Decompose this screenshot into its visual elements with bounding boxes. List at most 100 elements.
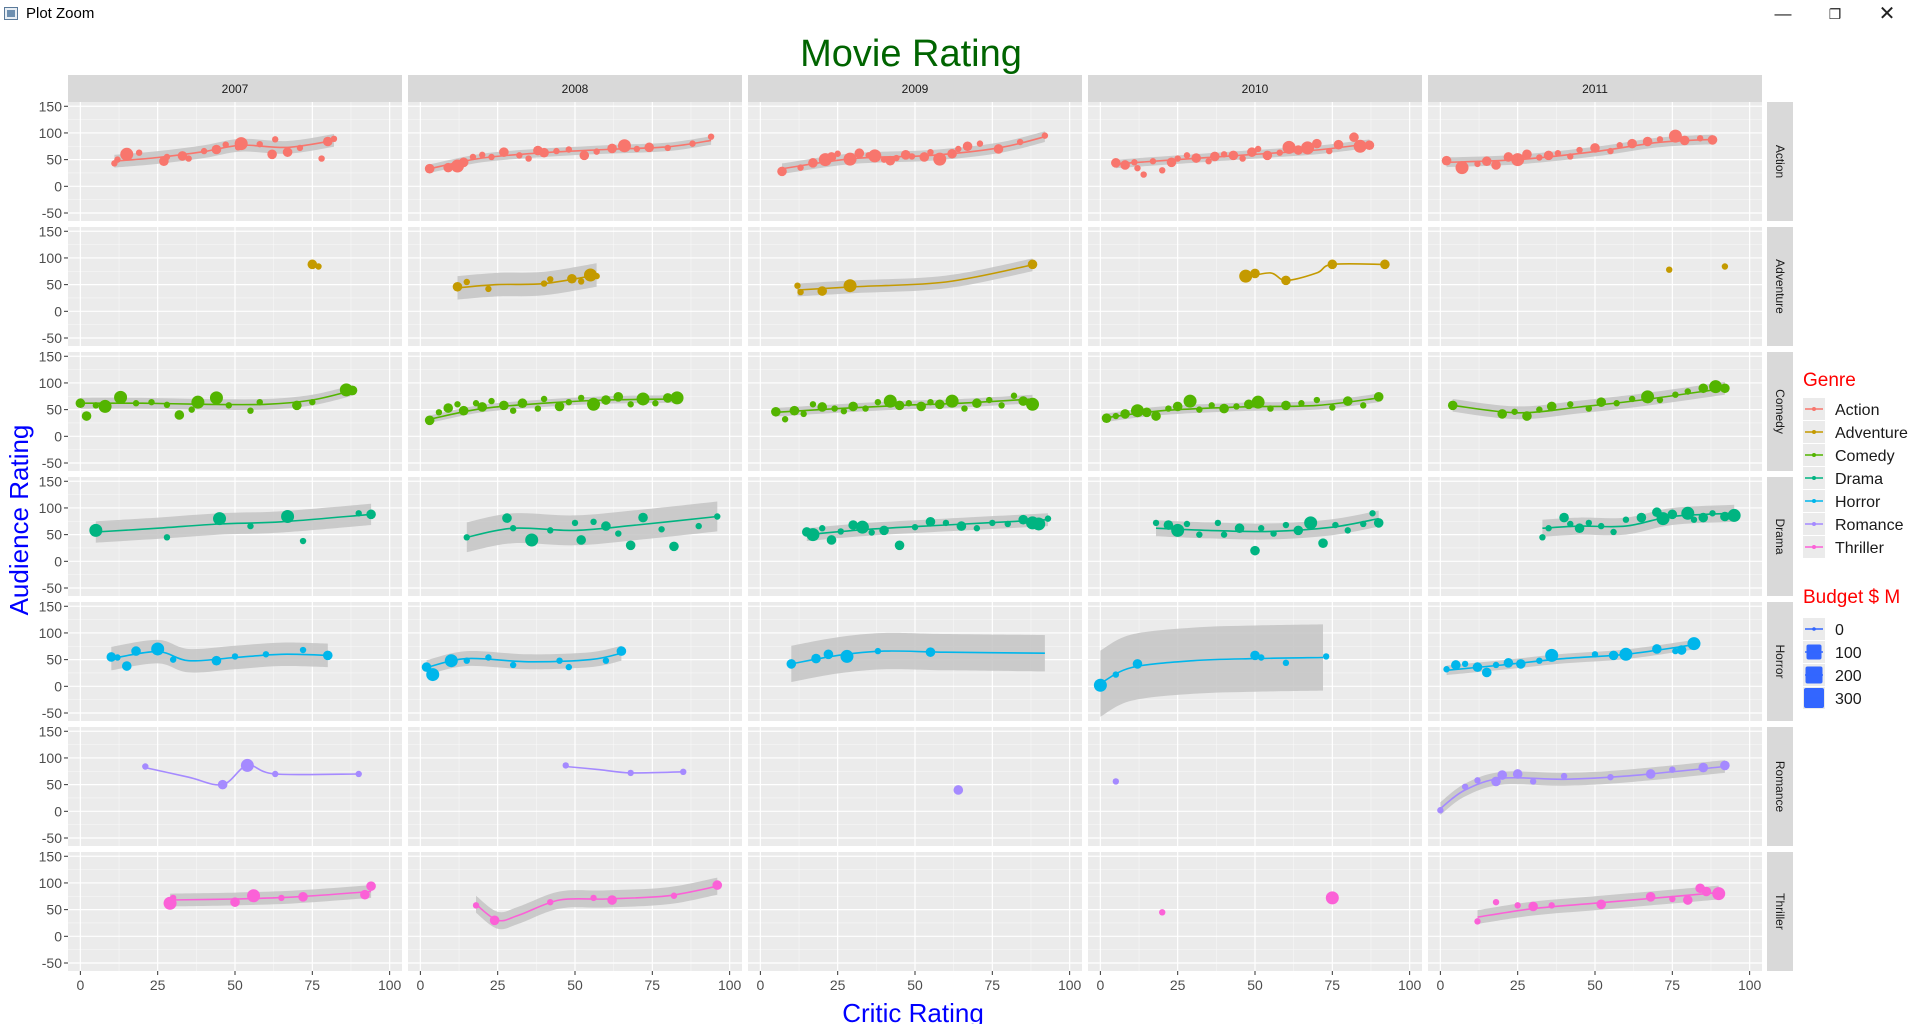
y-tick-label: 50 (46, 902, 62, 918)
data-point-drama-2008 (509, 525, 517, 532)
data-point-romance-2007 (272, 770, 279, 778)
data-point-thriller-2011 (1528, 901, 1538, 912)
data-point-drama-2008 (502, 513, 512, 523)
data-point-romance-2009 (953, 785, 964, 795)
data-point-romance-2011 (1560, 772, 1568, 780)
data-point-comedy-2008 (652, 400, 659, 407)
x-tick-label: 100 (1738, 977, 1762, 993)
data-point-horror-2011 (1687, 637, 1701, 651)
data-point-drama-2011 (1656, 512, 1670, 526)
data-point-drama-2010 (1250, 545, 1260, 556)
data-point-action-2008 (488, 153, 495, 161)
y-tick-label: 100 (39, 125, 63, 141)
data-point-drama-2010 (1332, 521, 1339, 529)
confidence-band-drama-2010 (1156, 510, 1379, 540)
data-point-action-2010 (1276, 149, 1283, 156)
data-point-drama-2010 (1318, 538, 1328, 548)
y-tick-label: 150 (39, 348, 63, 364)
data-point-action-2010 (1228, 150, 1239, 161)
data-point-action-2011 (1491, 160, 1501, 170)
y-tick-label: 0 (54, 678, 62, 694)
data-point-action-2010 (1159, 167, 1166, 174)
confidence-band-action-2008 (429, 136, 712, 173)
data-point-horror-2008 (602, 657, 610, 664)
close-icon[interactable]: ✕ (1878, 3, 1896, 25)
smooth-line-romance-2007 (145, 764, 359, 786)
y-axis-label: Audience Rating (4, 425, 34, 616)
data-point-action-2010 (1247, 147, 1257, 157)
data-point-comedy-2008 (627, 401, 634, 408)
data-point-action-2008 (707, 133, 715, 140)
data-point-comedy-2009 (1010, 392, 1018, 399)
data-point-action-2008 (479, 151, 486, 159)
data-point-action-2010 (1131, 159, 1138, 166)
data-point-action-2009 (808, 158, 818, 168)
data-point-action-2008 (579, 150, 590, 161)
data-point-horror-2009 (823, 649, 834, 660)
data-point-horror-2008 (565, 663, 573, 671)
data-point-drama-2010 (1196, 531, 1203, 538)
data-point-comedy-2009 (809, 401, 817, 408)
data-point-action-2011 (1522, 149, 1532, 160)
data-point-adventure-2009 (843, 279, 857, 293)
data-point-drama-2011 (1539, 534, 1546, 541)
data-point-comedy-2009 (771, 406, 781, 417)
data-point-drama-2007 (247, 522, 254, 530)
data-point-action-2010 (1111, 158, 1121, 168)
data-point-horror-2007 (211, 655, 222, 666)
x-tick-label: 50 (907, 977, 923, 993)
data-point-adventure-2010 (1327, 259, 1338, 270)
data-point-drama-2007 (281, 509, 295, 523)
legend-size-key-point (1812, 627, 1816, 631)
data-point-drama-2010 (1220, 531, 1228, 538)
data-point-action-2008 (525, 155, 532, 162)
data-point-comedy-2008 (435, 409, 443, 416)
y-tick-label: 50 (46, 652, 62, 668)
data-point-comedy-2010 (1342, 396, 1353, 406)
x-tick-label: 75 (645, 977, 661, 993)
data-point-comedy-2007 (309, 398, 316, 406)
minimize-icon[interactable]: — (1774, 4, 1792, 23)
data-point-action-2011 (1455, 161, 1469, 175)
data-point-action-2010 (1239, 155, 1246, 162)
data-point-horror-2008 (426, 668, 440, 682)
legend-genre-adventure: Adventure (1835, 425, 1908, 442)
window-titlebar: Plot Zoom — ❐ ✕ (0, 0, 1920, 28)
data-point-action-2007 (135, 149, 143, 156)
data-point-comedy-2008 (509, 407, 517, 414)
maximize-icon[interactable]: ❐ (1828, 6, 1842, 22)
data-point-drama-2011 (1709, 510, 1716, 517)
legend-size-label: 300 (1835, 691, 1862, 708)
confidence-band-action-2007 (114, 134, 335, 168)
data-point-horror-2011 (1481, 667, 1492, 678)
data-point-horror-2008 (463, 657, 470, 664)
data-point-adventure-2008 (547, 276, 554, 283)
data-point-comedy-2008 (499, 400, 509, 411)
data-point-horror-2007 (106, 652, 117, 662)
facet-strip-2010 (1088, 75, 1422, 102)
data-point-drama-2007 (89, 523, 103, 537)
data-point-comedy-2010 (1267, 405, 1274, 412)
data-point-action-2008 (664, 144, 671, 152)
data-point-romance-2011 (1720, 760, 1730, 771)
data-point-action-2010 (1120, 160, 1130, 170)
data-point-horror-2011 (1652, 644, 1662, 654)
x-axis-label: Critic Rating (842, 998, 984, 1024)
y-tick-label: -50 (42, 205, 62, 221)
x-tick-label: 25 (1510, 977, 1526, 993)
data-point-drama-2011 (1690, 516, 1698, 523)
x-tick-label: 25 (150, 977, 166, 993)
data-point-action-2008 (617, 139, 631, 153)
facet-strip-2009 (748, 75, 1082, 102)
data-point-thriller-2007 (366, 881, 376, 891)
data-point-horror-2011 (1472, 662, 1483, 672)
data-point-comedy-2010 (1141, 407, 1152, 418)
data-point-horror-2007 (131, 646, 141, 656)
data-point-action-2011 (1607, 147, 1614, 155)
data-point-action-2007 (330, 135, 338, 143)
data-point-drama-2010 (1293, 525, 1304, 536)
facet-strip-label-adventure: Adventure (1773, 259, 1787, 314)
data-point-action-2009 (834, 150, 841, 157)
chart-title: Movie Rating (800, 33, 1022, 75)
data-point-comedy-2007 (292, 400, 302, 411)
